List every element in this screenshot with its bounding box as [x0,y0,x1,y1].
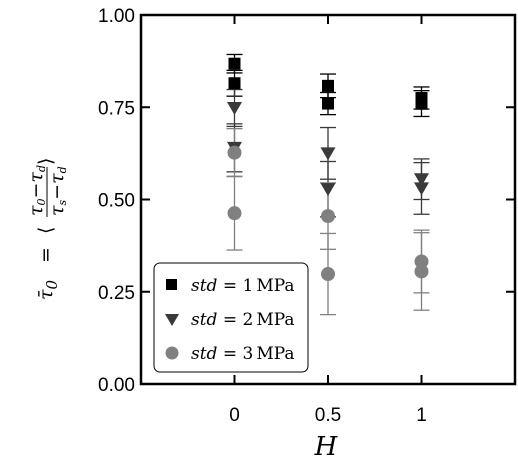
legend-label-std3-var: std [191,344,218,364]
data-point-circle [227,145,242,160]
data-markers [227,57,429,282]
data-point-square [415,97,428,110]
svg-text:⟨: ⟨ [35,227,57,234]
data-point-square [322,79,334,92]
data-point-square [228,57,241,70]
y-label-lhs: τ̄ [35,289,57,300]
y-label-eq: = [35,247,57,263]
y-tick-label: 0.75 [98,98,135,119]
x-axis-label: H [314,432,339,462]
data-point-circle [227,206,242,221]
svg-text:τ̄0: τ̄0 [35,279,61,300]
legend-label-std2-var: std [191,310,218,330]
svg-text:⟩: ⟩ [35,158,57,165]
legend: std = 1 MPa std = 2 MPa std = 3 MPa [153,262,309,373]
y-label-lhs-sub: 0 [43,279,61,289]
legend-marker-circle [165,346,179,360]
legend-box [153,262,309,373]
data-point-triangle [414,182,429,196]
y-tick-label: 0.00 [98,375,135,396]
y-label-den: τ [46,205,68,216]
data-point-triangle [320,147,336,161]
y-tick-label: 1.00 [98,6,135,27]
y-label-num: τ [25,205,47,216]
tick-labels: 0.00 0.25 0.50 0.75 1.00 0 0.5 1 [98,6,427,426]
x-tick-label: 1 [416,405,427,426]
y-axis-label: τ̄0 = ⟨ τ0−τd τs−τd ⟩ [25,158,69,300]
data-point-triangle [227,101,242,115]
svg-text:τs−τd: τs−τd [46,166,69,216]
data-point-triangle [414,173,429,187]
data-point-circle [321,209,335,224]
data-point-square [228,77,241,90]
data-point-circle [414,264,429,279]
tick-marks [140,14,516,385]
data-point-circle [414,254,429,269]
svg-text:τ0−τd: τ0−τd [25,165,48,216]
data-point-circle [321,267,335,282]
x-tick-label: 0 [229,405,240,426]
y-tick-label: 0.50 [98,191,135,212]
y-tick-label: 0.25 [98,283,135,304]
data-point-square [322,97,334,110]
x-tick-label: 0.5 [315,405,341,426]
legend-marker-square [166,279,177,290]
data-point-triangle [320,183,336,197]
legend-marker-triangle [165,314,179,326]
legend-label-std1-var: std [191,276,218,296]
